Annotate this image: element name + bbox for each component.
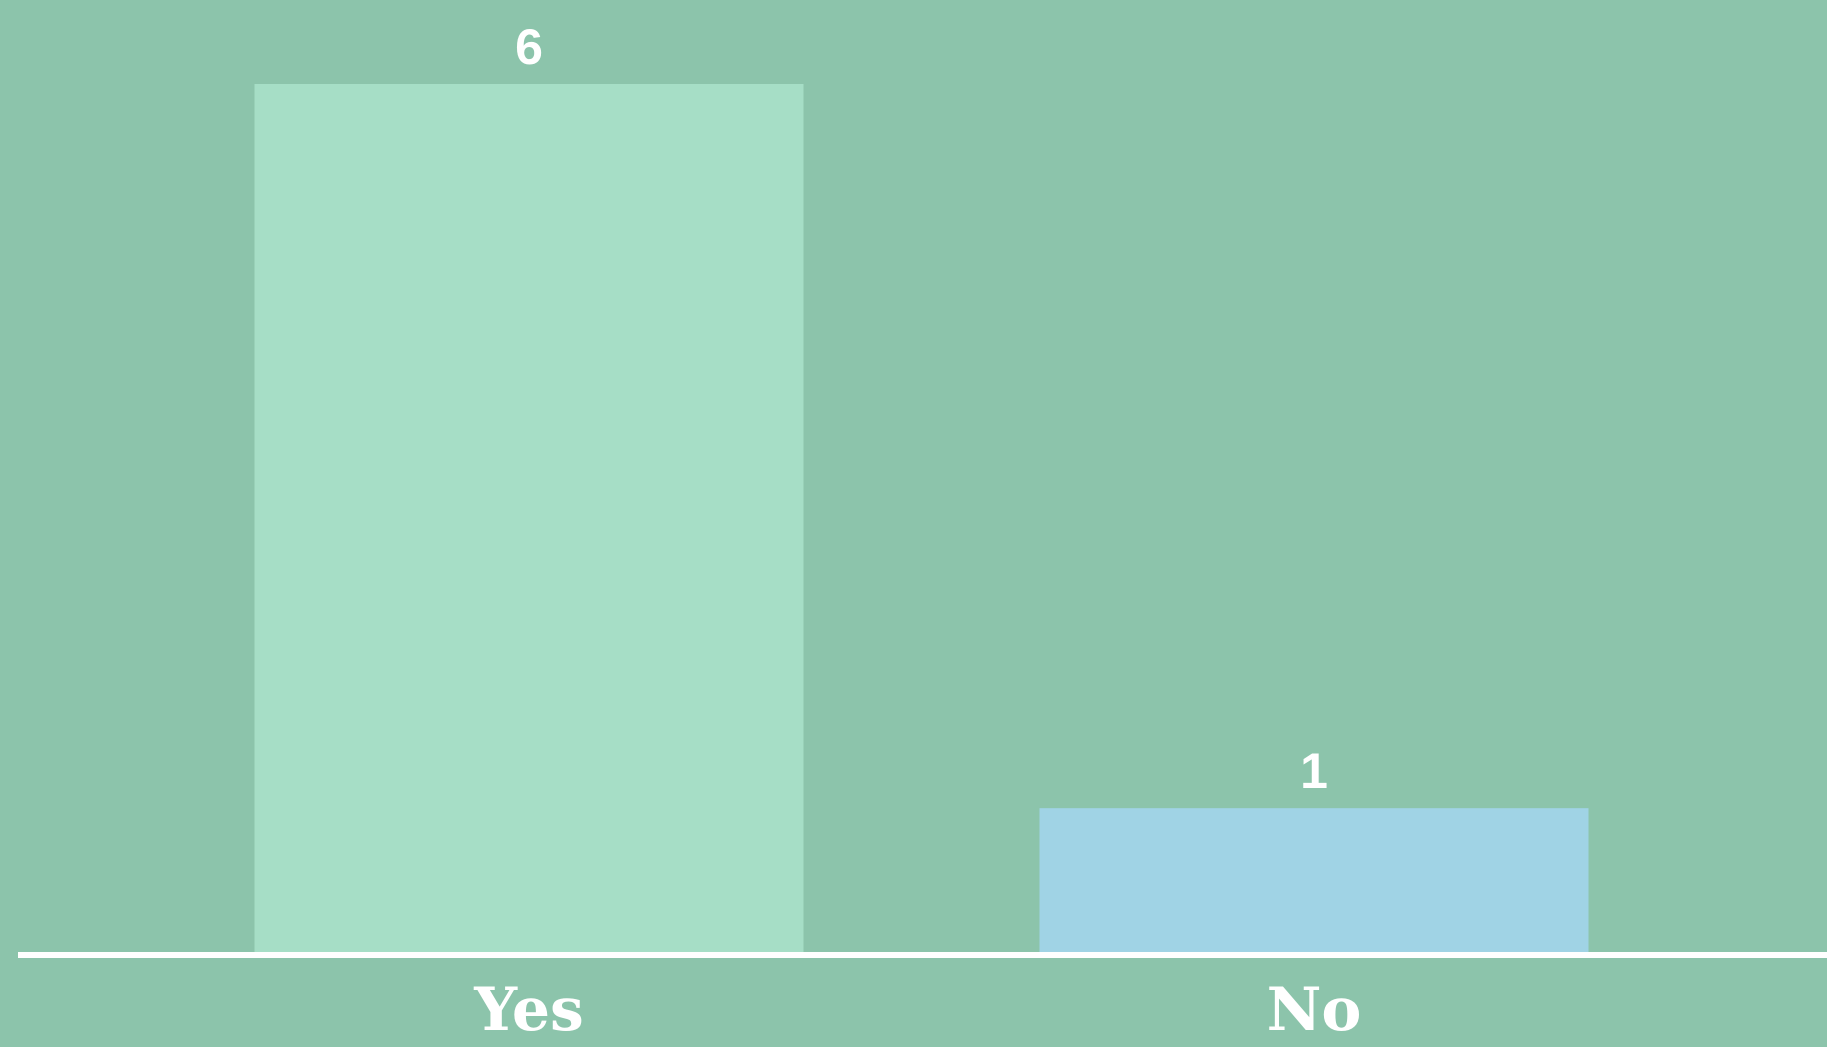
- x-tick-label-no: No: [1267, 975, 1362, 1045]
- bar-yes: [254, 84, 804, 953]
- x-tick-label-yes: Yes: [473, 975, 584, 1045]
- data-label-yes: 6: [515, 19, 543, 75]
- labels-layer: 6 Yes 1 No: [473, 19, 1361, 1045]
- data-label-no: 1: [1300, 743, 1328, 799]
- bar-no: [1039, 808, 1589, 953]
- bars-layer: [254, 84, 1589, 953]
